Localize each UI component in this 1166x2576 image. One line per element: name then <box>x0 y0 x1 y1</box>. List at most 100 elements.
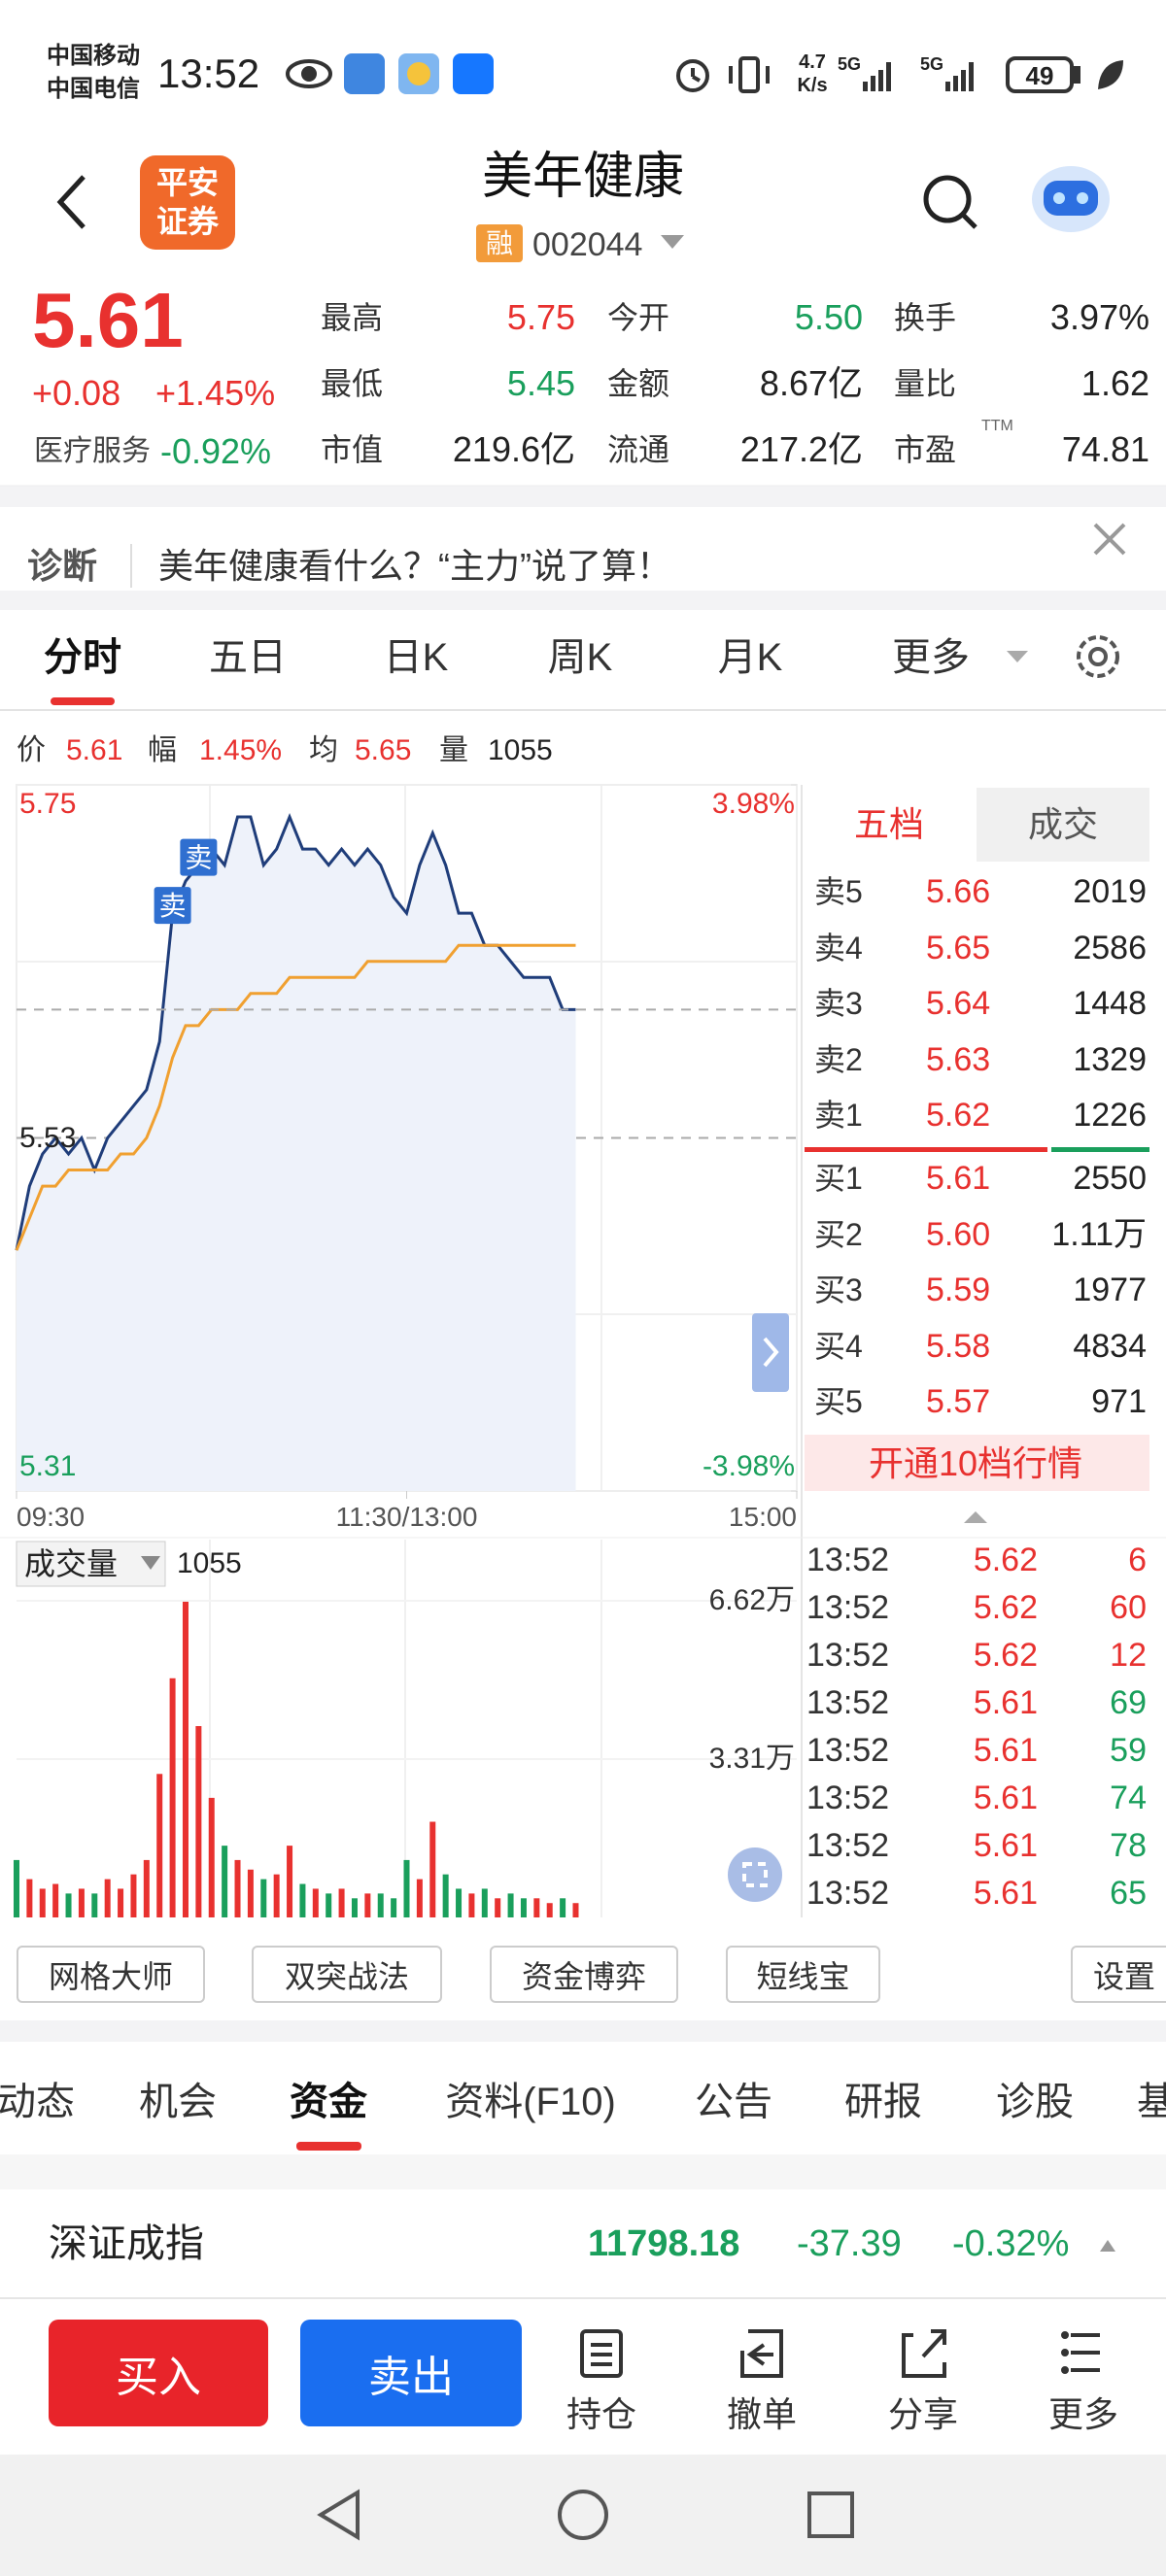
book-price: 5.59 <box>926 1271 991 1308</box>
book-price: 5.65 <box>926 929 991 966</box>
upgrade-link[interactable]: 开通10档行情 <box>868 1443 1083 1483</box>
content-tab[interactable]: 资金 <box>290 2081 367 2123</box>
carrier: 中国电信 <box>47 76 140 102</box>
chart-tab[interactable]: 月K <box>717 636 783 679</box>
net-speed: 4.7 <box>799 51 826 73</box>
trade-signal-label: 卖 <box>159 891 187 921</box>
trade-price: 5.61 <box>973 1732 1038 1769</box>
volume-bar <box>468 1893 475 1917</box>
search-icon[interactable] <box>923 175 977 229</box>
buy-button[interactable]: 买入 <box>49 2320 268 2426</box>
fullscreen-button[interactable] <box>728 1847 782 1902</box>
net-speed-unit: K/s <box>797 75 828 96</box>
trade-volume: 12 <box>1110 1637 1147 1674</box>
action-item[interactable]: 更多 <box>1047 2394 1119 2434</box>
chart-tab[interactable]: 更多 <box>892 636 970 679</box>
chart-tab[interactable]: 日K <box>383 636 449 679</box>
stat-value: 1.62 <box>1080 363 1149 403</box>
volume-bar <box>91 1893 98 1917</box>
chevron <box>763 1337 779 1368</box>
volume-bar <box>169 1678 176 1917</box>
trade-time: 13:52 <box>806 1875 890 1912</box>
stat-label: 市值 <box>321 432 384 467</box>
volume-bar <box>326 1893 332 1917</box>
index-value: 11798.18 <box>588 2223 740 2264</box>
volume-bar <box>299 1883 306 1917</box>
system-nav[interactable] <box>317 2489 854 2541</box>
chart-tab[interactable]: 五日 <box>209 636 287 679</box>
stat-label: 流通 <box>607 432 670 467</box>
index-change: -37.39 <box>797 2223 902 2264</box>
content-tab[interactable]: 资料(F10) <box>445 2081 616 2123</box>
assistant-robot[interactable] <box>1032 166 1110 232</box>
margin-tag: 融 <box>485 228 514 258</box>
volume-bar <box>143 1859 150 1917</box>
chart-tab[interactable]: 周K <box>547 636 613 679</box>
y-tick-label: 3.31万 <box>708 1743 795 1775</box>
volume-bar <box>495 1898 501 1917</box>
content-tab[interactable]: 基 <box>1137 2081 1166 2123</box>
sell-button[interactable]: 卖出 <box>300 2320 522 2426</box>
book-volume: 1329 <box>1073 1040 1147 1078</box>
settings-icon[interactable] <box>1077 635 1119 678</box>
info-range-label: 幅 <box>148 734 177 766</box>
stat-label: 金额 <box>607 366 670 401</box>
tool-button[interactable]: 资金博弈 <box>490 1946 678 2003</box>
upgrade-bg[interactable] <box>805 1435 1149 1491</box>
tool-button[interactable]: 设置 <box>1071 1946 1166 2003</box>
more-dropdown[interactable] <box>1007 651 1028 662</box>
stock-code: 002044 <box>532 226 643 263</box>
book-level: 卖4 <box>814 930 863 966</box>
diagnosis-text[interactable]: 美年健康看什么？“主力”说了算！ <box>158 546 671 586</box>
info-volume-label: 量 <box>439 734 468 766</box>
book-level: 买1 <box>814 1161 863 1196</box>
tool-button[interactable]: 双突战法 <box>252 1946 442 2003</box>
book-volume: 1.11万 <box>1051 1215 1147 1253</box>
action-item[interactable]: 撤单 <box>726 2394 798 2434</box>
tool-button[interactable]: 短线宝 <box>726 1946 880 2003</box>
stat-value: 74.81 <box>1061 429 1149 469</box>
book-price: 5.61 <box>926 1160 991 1197</box>
index-change-pct: -0.32% <box>952 2223 1070 2264</box>
book-level: 卖2 <box>814 1041 863 1077</box>
close-icon[interactable] <box>1093 523 1126 556</box>
code-dropdown[interactable] <box>661 235 684 249</box>
info-avg-label: 均 <box>309 734 338 766</box>
volume-dropdown <box>141 1556 160 1570</box>
trade-volume: 74 <box>1110 1779 1147 1816</box>
book-tab[interactable]: 成交 <box>1027 804 1099 844</box>
content-tab[interactable]: 公告 <box>695 2081 772 2123</box>
volume-selector[interactable] <box>16 1541 166 1587</box>
last-price: 5.61 <box>32 277 184 363</box>
book-divider-buy <box>1051 1147 1149 1152</box>
content-tab[interactable]: 研报 <box>844 2081 922 2123</box>
trade-volume: 78 <box>1110 1827 1147 1864</box>
back-icon[interactable] <box>56 175 86 229</box>
action-item[interactable]: 持仓 <box>566 2394 637 2434</box>
action-item[interactable]: 分享 <box>887 2394 959 2434</box>
y-tick-label: 5.75 <box>19 788 77 820</box>
expand-panel-button[interactable] <box>752 1313 789 1392</box>
signal-type: 5G <box>920 54 944 74</box>
book-level: 买2 <box>814 1216 863 1252</box>
volume-title[interactable]: 成交量 <box>24 1546 119 1581</box>
info-price-label: 价 <box>17 734 46 766</box>
info-avg: 5.65 <box>355 734 412 766</box>
x-tick-label: 11:30/13:00 <box>335 1502 478 1532</box>
volume-bar <box>104 1879 111 1917</box>
volume-bar <box>520 1898 527 1917</box>
stat-label: 最低 <box>321 366 384 401</box>
index-name[interactable]: 深证成指 <box>49 2222 204 2265</box>
separator <box>0 2154 1166 2189</box>
content-tab[interactable]: 诊股 <box>996 2081 1074 2123</box>
chart-tab[interactable]: 分时 <box>44 636 121 679</box>
index-expand[interactable] <box>1100 2240 1115 2252</box>
content-tab[interactable]: 机会 <box>139 2081 217 2123</box>
logo-text: 平安 <box>155 165 220 200</box>
stat-superscript: TTM <box>981 418 1013 434</box>
tool-button[interactable]: 网格大师 <box>17 1946 205 2003</box>
content-tab[interactable]: 动态 <box>0 2081 75 2123</box>
book-tab[interactable]: 五档 <box>853 804 925 844</box>
